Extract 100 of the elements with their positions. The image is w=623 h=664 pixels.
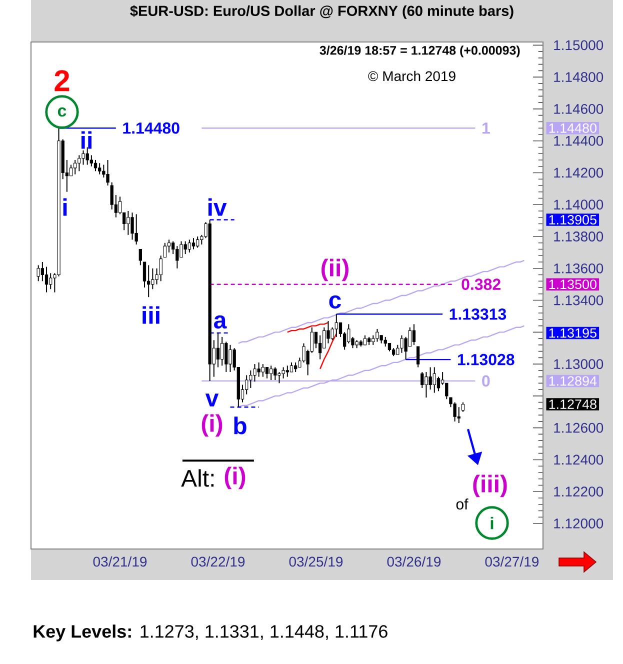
y-tick-label: 1.13600 <box>554 263 604 274</box>
annotation: © March 2019 <box>368 70 456 82</box>
annotation: (iii) <box>473 474 507 498</box>
annotation: i <box>490 516 494 530</box>
candlestick <box>36 264 40 282</box>
annotation: iii <box>142 306 160 324</box>
candlestick <box>49 272 52 290</box>
candlestick <box>196 236 200 248</box>
y-tick-label: 1.15000 <box>554 40 604 50</box>
annotation: (i) <box>202 414 222 437</box>
annotation: 2 <box>54 70 70 92</box>
candlestick <box>40 262 44 282</box>
x-tick-label: 03/26/19 <box>387 556 441 567</box>
candlestick <box>294 362 298 373</box>
candlestick <box>253 364 256 382</box>
candlestick <box>270 365 273 380</box>
annotation: of <box>456 498 468 510</box>
candlestick <box>126 210 130 236</box>
y-tick-label: 1.13400 <box>554 295 604 306</box>
candlestick <box>257 362 260 378</box>
y-tick-label: 1.14000 <box>554 200 604 210</box>
y-tick-label: 1.14200 <box>554 168 604 178</box>
candlestick <box>274 366 277 380</box>
candlestick <box>90 154 94 167</box>
line-series <box>319 333 338 370</box>
candlestick <box>147 264 150 298</box>
candlestick <box>184 240 187 255</box>
text: 1.12748 <box>549 399 596 409</box>
candlestick <box>363 334 367 346</box>
annotation: (i) <box>224 466 246 490</box>
y-tick-label: 1.13000 <box>554 359 604 370</box>
candlestick <box>176 246 179 269</box>
candlestick <box>265 366 269 379</box>
candlestick <box>151 268 154 290</box>
annotation: c <box>58 107 66 117</box>
candlestick <box>278 372 281 384</box>
candlestick <box>159 255 162 282</box>
y-tick-label: 1.12000 <box>554 518 604 528</box>
candlestick <box>192 238 196 250</box>
annotation: b <box>234 416 246 434</box>
text: Key Levels: 1.1273, 1.1331, 1.1448, 1.1176 <box>34 624 388 642</box>
y-tick-label: 1.13800 <box>554 232 604 242</box>
candlestick <box>412 324 416 346</box>
candlestick <box>428 366 432 390</box>
candlestick <box>188 239 191 253</box>
candlestick <box>134 214 138 245</box>
series-label: 1.14480 <box>123 122 180 134</box>
candlestick <box>432 366 436 394</box>
annotation: Alt: <box>181 469 214 487</box>
y-tick-label: 1.12200 <box>554 486 604 497</box>
text: 1.13195 <box>549 328 596 338</box>
x-tick-label: 03/21/19 <box>93 556 147 567</box>
candlestick <box>314 332 318 349</box>
candlestick <box>334 314 338 338</box>
text: 1.13905 <box>549 215 596 225</box>
candlestick <box>261 364 264 378</box>
annotation: (ii) <box>322 258 348 282</box>
candlestick <box>82 150 85 166</box>
candlestick <box>220 336 224 366</box>
candlestick <box>286 365 289 378</box>
candlestick <box>290 362 294 373</box>
candlestick <box>138 248 142 266</box>
candlestick <box>224 341 228 373</box>
text: 1.13500 <box>549 280 597 290</box>
candlestick <box>408 326 412 348</box>
series-label: 1 <box>482 122 490 134</box>
y-tick-label: 1.14600 <box>554 104 604 114</box>
candlestick <box>457 406 460 424</box>
candlestick <box>94 159 98 172</box>
candlestick <box>330 326 334 341</box>
annotation: v <box>205 394 219 406</box>
candlestick <box>384 336 387 348</box>
annotation: c <box>329 295 341 309</box>
text: 1.14480 <box>549 123 597 133</box>
text: 1.12894 <box>549 376 597 386</box>
candlestick <box>400 334 404 354</box>
y-tick-label: 1.12400 <box>554 454 604 465</box>
annotation: a <box>214 315 227 329</box>
series-label: 1.13313 <box>450 308 506 320</box>
x-tick-label: 03/22/19 <box>191 556 245 567</box>
y-tick-label: 1.14400 <box>554 136 604 146</box>
candlestick <box>424 372 428 398</box>
candlestick <box>163 242 166 258</box>
candlestick <box>445 382 448 400</box>
candlestick <box>461 402 465 412</box>
candlestick <box>98 162 102 175</box>
candlestick <box>69 164 73 176</box>
series-label: 0.382 <box>462 278 500 290</box>
series-label: 1.13028 <box>458 354 514 366</box>
y-tick-label: 1.12600 <box>554 422 604 433</box>
x-tick-label: 03/25/19 <box>289 556 343 567</box>
candlestick <box>228 344 232 373</box>
chart-title: $EUR-USD: Euro/US Dollar @ FORXNY (60 minute bars) <box>130 5 514 19</box>
candlestick <box>282 366 285 379</box>
candlestick <box>436 376 440 392</box>
annotation: 3/26/19 18:57 = 1.12748 (+0.00093) <box>320 46 520 58</box>
candlestick <box>216 332 220 368</box>
x-tick-label: 03/27/19 <box>485 556 539 567</box>
candlestick <box>78 154 81 172</box>
annotation: ii <box>82 131 92 149</box>
